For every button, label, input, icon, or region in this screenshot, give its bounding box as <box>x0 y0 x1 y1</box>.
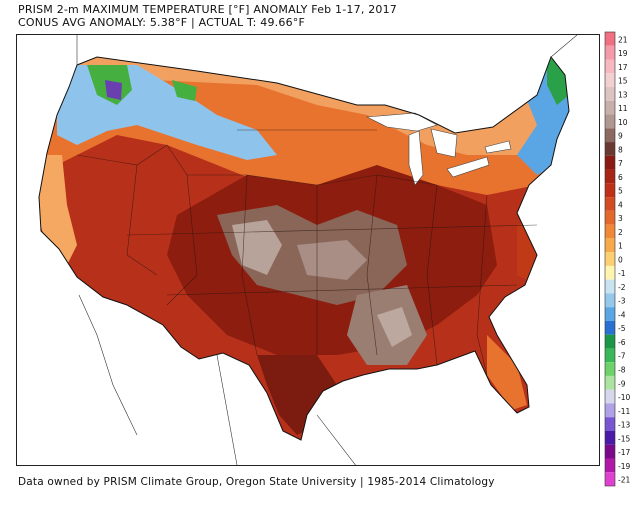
colorbar-label: 5 <box>618 187 623 196</box>
lake-michigan <box>408 130 424 186</box>
border-line <box>476 194 488 376</box>
colorbar-swatch <box>605 128 615 143</box>
colorbar-label: 8 <box>618 145 623 154</box>
colorbar-swatch <box>605 197 615 211</box>
colorbar-label: 21 <box>618 35 628 44</box>
colorbar-label: 1 <box>618 242 623 251</box>
colorbar-label: -3 <box>618 297 626 306</box>
lake-erie <box>446 156 490 178</box>
colorbar-label: -13 <box>618 421 630 430</box>
colorbar-swatch <box>605 142 615 156</box>
colorbar-label: -11 <box>618 407 630 416</box>
colorbar-label: -7 <box>618 352 626 361</box>
northwest-purple-zone <box>105 80 122 100</box>
colorbar-swatch <box>605 279 615 294</box>
colorbar-label: 19 <box>618 49 628 58</box>
us-outline <box>38 55 570 441</box>
colorbar-swatch <box>605 334 615 349</box>
colorbar-swatch <box>605 155 615 170</box>
colorbar-swatch <box>605 32 615 46</box>
colorbar-swatch <box>605 59 615 74</box>
colorbar-swatch <box>605 320 615 335</box>
lake-ontario <box>484 140 512 154</box>
colorbar-label: 11 <box>618 104 628 113</box>
colorbar-border <box>604 31 616 487</box>
colorbar-label: -8 <box>618 366 626 375</box>
colorbar-label: 9 <box>618 132 623 141</box>
kansas-taupe-zone <box>297 240 367 280</box>
border-line <box>126 224 538 236</box>
colorbar-label: 17 <box>618 63 628 72</box>
colorbar-swatch <box>605 252 615 266</box>
colorbar-label: -5 <box>618 324 626 333</box>
colorbar-label: 7 <box>618 159 623 168</box>
colorbar-swatch <box>605 417 615 431</box>
colorbar-swatch <box>605 362 615 376</box>
colorbar-label: -9 <box>618 379 626 388</box>
colorbar-label: 4 <box>618 200 623 209</box>
colorbar-label: 0 <box>618 255 623 264</box>
state-borders <box>76 129 538 376</box>
colorbar-label: 3 <box>618 214 623 223</box>
colorbar-swatch <box>605 224 615 239</box>
lake-huron <box>430 128 458 158</box>
colorbar-swatch <box>605 100 615 115</box>
data-credit: Data owned by PRISM Climate Group, Orego… <box>18 476 495 488</box>
colorbar-swatch <box>605 265 615 280</box>
colorbar-swatch <box>605 444 615 459</box>
anomaly-colorbar: 21 19 17 15 13 11 10 9 8 7 6 5 4 3 2 1 0 -1 -2 -3 -4 -5 -6 -7 -8… <box>604 30 640 490</box>
border-line <box>366 174 378 356</box>
colorbar-swatch <box>605 293 615 308</box>
colorbar-label: -6 <box>618 338 626 347</box>
colorbar-label: -2 <box>618 283 626 292</box>
border-line <box>76 144 438 186</box>
colorbar-swatch <box>605 430 615 445</box>
louisiana-taupe-zone <box>377 307 412 347</box>
colorbar-swatch <box>605 114 615 129</box>
montana-green-zone <box>172 80 197 101</box>
colorbar-label: -15 <box>618 434 630 443</box>
colorado-taupe-zone <box>232 220 282 275</box>
colorbar-label: 6 <box>618 173 623 182</box>
colorbar-label: -21 <box>618 476 630 485</box>
anomaly-map-svg <box>38 35 578 465</box>
colorbar-label: 2 <box>618 228 623 237</box>
colorbar-label: -19 <box>618 462 630 471</box>
colorbar-swatch <box>605 458 615 473</box>
colorbar-swatch <box>605 210 615 225</box>
colorbar-label: 15 <box>618 77 628 86</box>
colorbar-label: -17 <box>618 448 630 457</box>
colorbar-swatch <box>605 307 615 321</box>
map-title: PRISM 2-m MAXIMUM TEMPERATURE [°F] ANOMA… <box>18 3 398 16</box>
colorbar-label: 10 <box>618 118 628 127</box>
florida-orange-zone <box>487 335 527 410</box>
colorbar-swatch <box>605 87 615 101</box>
great-lakes <box>365 112 512 186</box>
map-subtitle: CONUS AVG ANOMALY: 5.38°F | ACTUAL T: 49… <box>18 16 306 29</box>
colorbar-label: -4 <box>618 310 626 319</box>
colorbar-swatch <box>605 238 615 253</box>
colorbar-swatch <box>605 45 615 60</box>
anomaly-map <box>16 34 600 466</box>
border-line <box>426 184 438 366</box>
border-line <box>166 284 518 296</box>
colorbar-swatch <box>605 403 615 418</box>
colorbar-label: 13 <box>618 90 628 99</box>
lake-superior <box>365 112 438 132</box>
neighbor-outline <box>76 35 578 465</box>
colorbar-swatch <box>605 348 615 363</box>
border-line <box>241 174 258 356</box>
colorbar-swatch <box>605 472 615 486</box>
colorbar-swatch <box>605 389 615 404</box>
colorbar-swatch <box>605 375 615 390</box>
colorbar-label: -1 <box>618 269 626 278</box>
colorbar-label: -10 <box>618 393 630 402</box>
border-line <box>126 164 158 276</box>
colorbar-svg: 211917151311109876543210-1-2-3-4-5-6-7-8… <box>604 31 630 487</box>
colorbar-swatch <box>605 169 615 184</box>
colorbar-swatch <box>605 73 615 88</box>
conus-land <box>39 57 569 440</box>
colorbar-swatch <box>605 183 615 198</box>
